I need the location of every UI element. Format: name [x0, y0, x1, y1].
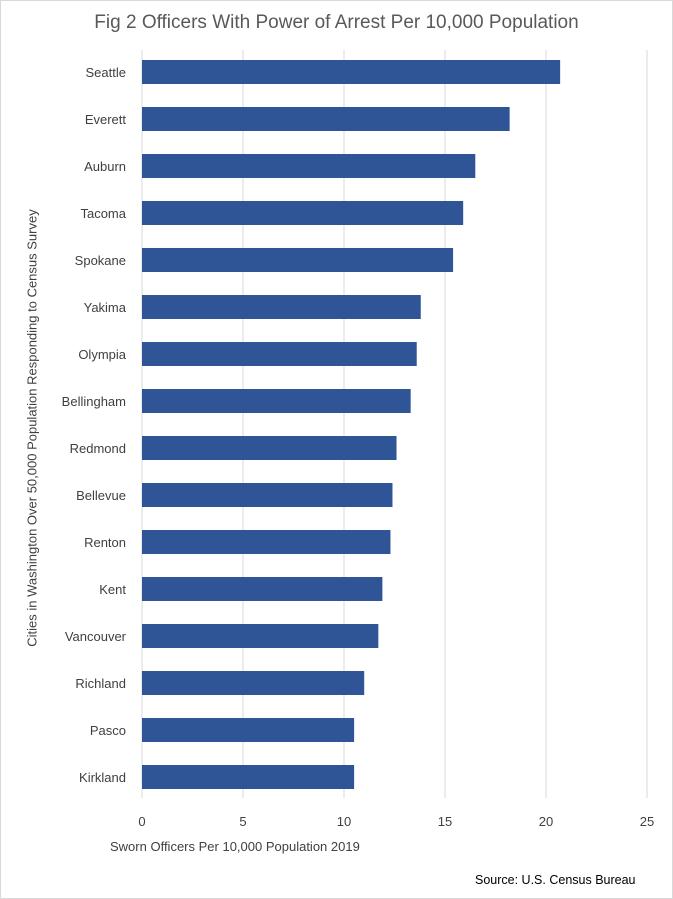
bar-tacoma — [142, 201, 464, 225]
category-label: Yakima — [84, 300, 127, 315]
bar-vancouver — [142, 624, 379, 648]
x-axis-title: Sworn Officers Per 10,000 Population 201… — [110, 839, 360, 854]
bar-spokane — [142, 248, 454, 272]
bar-kent — [142, 577, 383, 601]
bar-series — [142, 60, 561, 789]
category-label: Everett — [85, 112, 127, 127]
x-tick-label: 0 — [138, 814, 145, 829]
bar-pasco — [142, 718, 355, 742]
bar-kirkland — [142, 765, 355, 789]
category-labels: Seattle Everett Auburn Tacoma Spokane Yakima O… — [62, 65, 127, 785]
category-label: Bellevue — [76, 488, 126, 503]
category-label: Redmond — [70, 441, 126, 456]
bar-bellingham — [142, 389, 411, 413]
category-label: Renton — [84, 535, 126, 550]
bar-redmond — [142, 436, 397, 460]
x-tick-label: 25 — [640, 814, 654, 829]
bar-everett — [142, 107, 510, 131]
bar-bellevue — [142, 483, 393, 507]
bar-renton — [142, 530, 391, 554]
category-label: Seattle — [86, 65, 126, 80]
source-note: Source: U.S. Census Bureau — [475, 873, 636, 887]
category-label: Kirkland — [79, 770, 126, 785]
category-label: Richland — [75, 676, 126, 691]
x-tick-label: 5 — [239, 814, 246, 829]
y-axis-title: Cities in Washington Over 50,000 Populat… — [24, 209, 40, 647]
x-tick-labels: 0 5 10 15 20 25 — [138, 814, 654, 829]
bar-auburn — [142, 154, 476, 178]
chart-title: Fig 2 Officers With Power of Arrest Per … — [94, 12, 579, 33]
category-label: Vancouver — [65, 629, 127, 644]
category-label: Bellingham — [62, 394, 126, 409]
category-label: Auburn — [84, 159, 126, 174]
category-label: Tacoma — [80, 206, 126, 221]
bar-yakima — [142, 295, 421, 319]
x-tick-label: 10 — [337, 814, 351, 829]
bar-seattle — [142, 60, 561, 84]
x-tick-label: 15 — [438, 814, 452, 829]
category-label: Olympia — [78, 347, 126, 362]
category-label: Kent — [99, 582, 126, 597]
x-tick-label: 20 — [539, 814, 553, 829]
bar-olympia — [142, 342, 417, 366]
category-label: Pasco — [90, 723, 126, 738]
bar-richland — [142, 671, 365, 695]
category-label: Spokane — [75, 253, 126, 268]
